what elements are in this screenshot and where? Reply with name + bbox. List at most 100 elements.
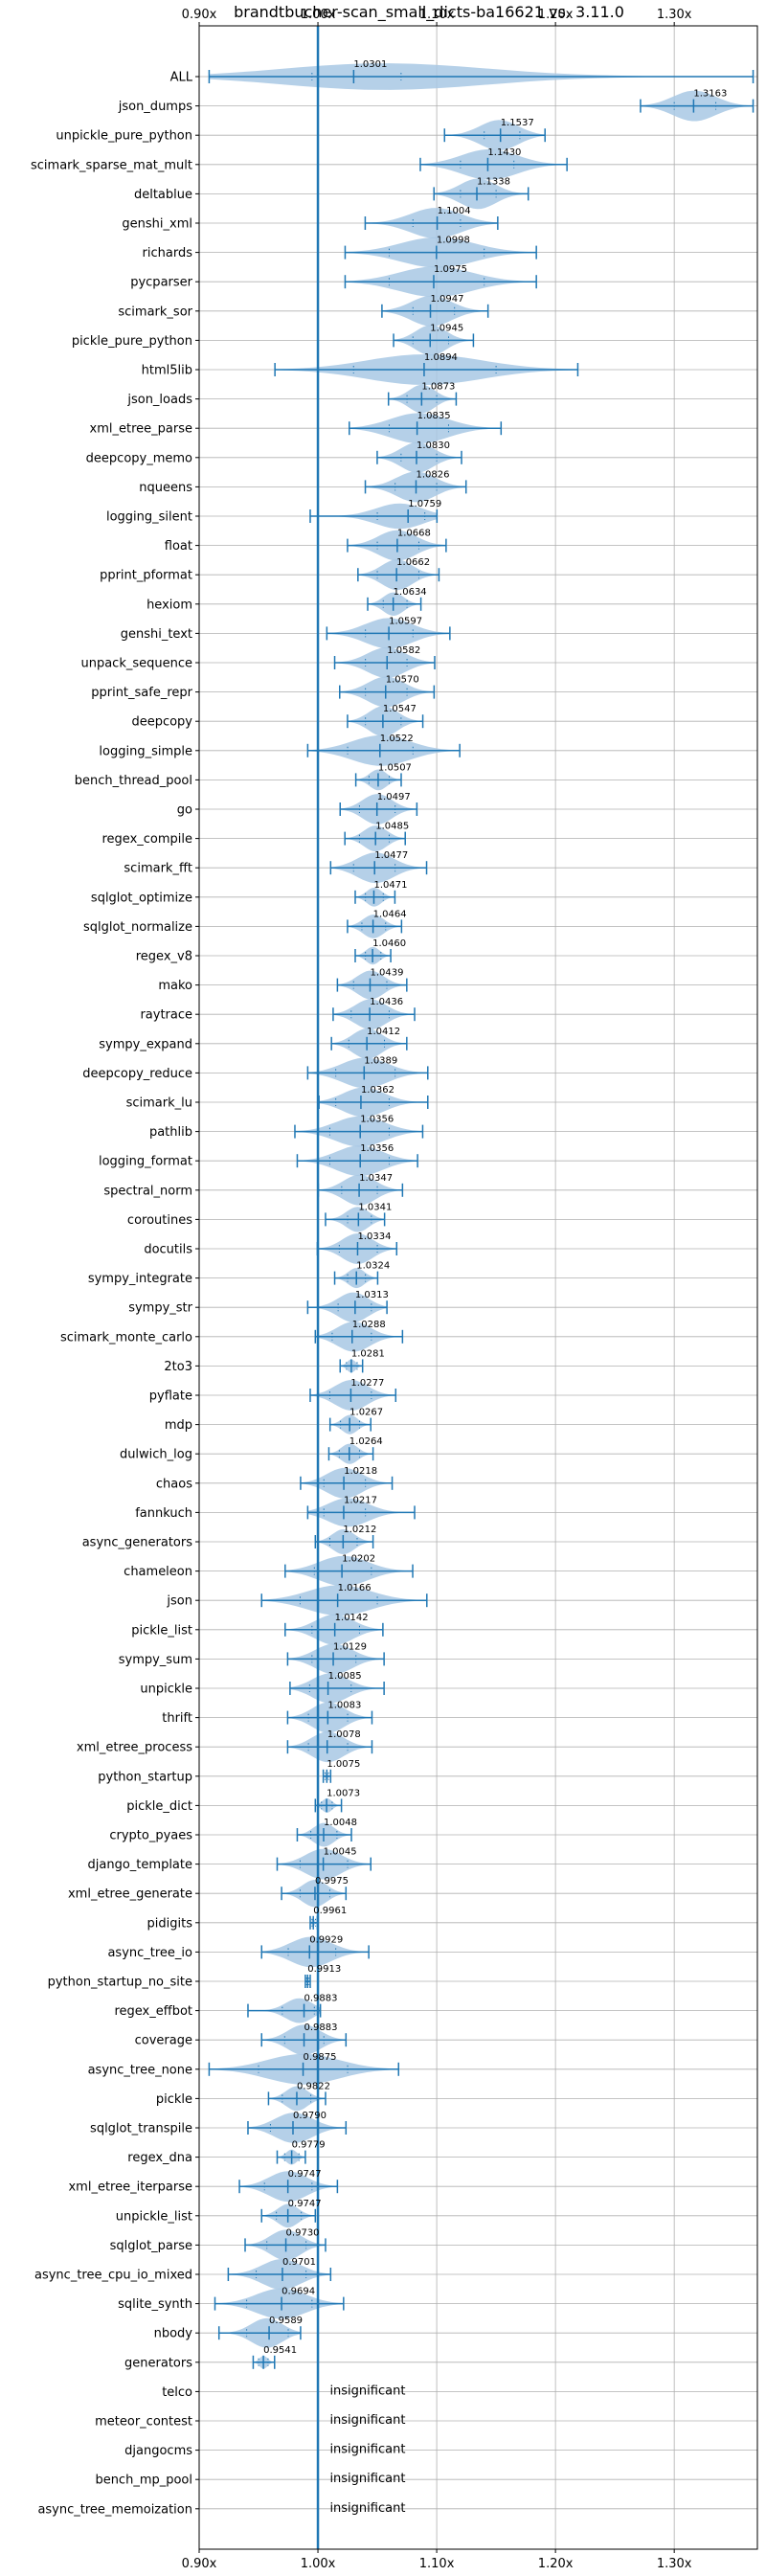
value-label: 1.0129 [333, 1641, 367, 1652]
category-label: deltablue [134, 188, 192, 202]
category-label: pickle_dict [126, 1799, 192, 1814]
category-label: unpickle_list [116, 2209, 192, 2224]
value-label: 1.0085 [328, 1671, 362, 1682]
category-label: fannkuch [135, 1506, 192, 1521]
category-label: logging_simple [99, 744, 192, 758]
violins [209, 63, 754, 2369]
value-label: 1.0389 [364, 1055, 397, 1066]
category-label: deepcopy_reduce [82, 1067, 192, 1081]
category-label: bench_mp_pool [95, 2474, 192, 2488]
category-label: unpickle_pure_python [56, 129, 192, 144]
value-label: 1.0485 [375, 822, 409, 832]
value-label: 0.9589 [269, 2316, 303, 2326]
category-label: pickle_pure_python [72, 334, 192, 349]
category-label: chaos [156, 1477, 192, 1491]
category-label: dulwich_log [120, 1448, 192, 1462]
insignificant-label: insignificant [329, 2384, 405, 2398]
category-label: thrift [162, 1711, 192, 1726]
category-label: scimark_fft [124, 862, 192, 876]
value-label: 1.0281 [351, 1348, 385, 1359]
value-label: 1.1537 [501, 118, 534, 128]
value-label: 1.0073 [327, 1788, 360, 1798]
category-label: raytrace [140, 1008, 192, 1023]
category-label: chameleon [124, 1565, 192, 1579]
category-label: xml_etree_generate [68, 1887, 192, 1902]
category-label: regex_v8 [136, 950, 192, 964]
category-label: deepcopy [131, 715, 192, 730]
category-label: coroutines [127, 1213, 192, 1228]
value-label: 1.0341 [358, 1202, 392, 1212]
category-label: go [177, 803, 192, 818]
value-label: 1.1430 [487, 147, 521, 158]
category-label: hexiom [146, 598, 192, 612]
category-label: django_template [88, 1858, 192, 1872]
value-label: 0.9929 [309, 1934, 343, 1945]
category-label: async_tree_cpu_io_mixed [34, 2269, 192, 2283]
value-label: 1.0471 [373, 880, 407, 891]
category-label: nqueens [139, 481, 192, 495]
category-label: json_dumps [118, 100, 192, 114]
x-tick-label-bottom: 1.20x [538, 2557, 574, 2571]
value-label: 0.9747 [288, 2199, 322, 2209]
value-label: 0.9541 [263, 2345, 297, 2356]
value-label: 1.0277 [350, 1378, 384, 1389]
category-label: crypto_pyaes [109, 1829, 192, 1843]
category-label: logging_silent [106, 510, 192, 525]
value-label: 1.0267 [349, 1408, 383, 1418]
value-label: 0.9790 [293, 2111, 327, 2121]
value-label: 1.0436 [370, 997, 403, 1007]
category-label: nbody [154, 2327, 193, 2341]
category-label: xml_etree_parse [90, 422, 192, 437]
category-label: ALL [170, 71, 193, 85]
value-label: 1.0945 [430, 323, 463, 333]
category-label: json [166, 1594, 192, 1609]
category-label: unpickle [140, 1683, 192, 1697]
value-label: 1.0212 [343, 1525, 376, 1535]
value-label: 0.9822 [297, 2081, 330, 2091]
category-label: sqlglot_transpile [90, 2122, 192, 2136]
value-label: 0.9883 [304, 2022, 338, 2033]
x-tick-label-bottom: 1.00x [301, 2557, 336, 2571]
value-label: 1.0045 [324, 1847, 357, 1858]
category-label: bench_thread_pool [75, 774, 192, 788]
value-label: 1.0597 [389, 616, 422, 626]
category-label: unpack_sequence [80, 657, 192, 671]
x-tick-label-top: 1.10x [419, 8, 455, 22]
category-label: scimark_monte_carlo [60, 1330, 192, 1344]
value-label: 1.0830 [417, 441, 450, 451]
value-label: 1.0313 [355, 1290, 389, 1300]
value-label: 1.0202 [342, 1554, 375, 1565]
category-label: spectral_norm [103, 1184, 192, 1198]
category-label: sqlglot_normalize [83, 920, 192, 935]
value-label: 1.0166 [338, 1583, 372, 1593]
category-label: pidigits [147, 1916, 193, 1931]
category-label: python_startup_no_site [48, 1976, 192, 1990]
category-label: genshi_xml [122, 217, 192, 232]
value-label: 1.0668 [397, 529, 431, 539]
value-label: 1.0497 [377, 792, 411, 802]
value-label: 0.9883 [304, 1994, 338, 2004]
value-label: 1.0048 [324, 1818, 357, 1828]
value-label: 1.0288 [352, 1320, 386, 1330]
category-label: sympy_str [128, 1301, 192, 1316]
value-label: 1.0662 [396, 557, 430, 568]
axes: 0.90x 0.90x 1.00x 1.00x 1.10x 1.10x 1.20x 1.20x… [31, 8, 692, 2571]
value-label: 0.9701 [282, 2257, 316, 2268]
value-label: 1.0334 [357, 1232, 391, 1242]
value-label: 1.0547 [383, 704, 417, 714]
x-tick-label-top: 0.90x [182, 8, 217, 22]
category-label: pathlib [149, 1125, 192, 1140]
category-label: pyflate [149, 1390, 192, 1404]
value-label: 1.0356 [360, 1143, 394, 1154]
x-tick-label-top: 1.30x [657, 8, 692, 22]
value-label: 1.0507 [378, 762, 412, 773]
category-label: regex_dna [127, 2151, 192, 2165]
category-label: sqlglot_optimize [91, 891, 192, 905]
category-label: mako [158, 979, 192, 993]
value-label: 1.0634 [394, 587, 427, 598]
value-label: 1.0835 [417, 411, 451, 421]
x-tick-label-bottom: 1.10x [419, 2557, 455, 2571]
category-label: docutils [144, 1243, 192, 1257]
category-label: pickle_list [131, 1623, 192, 1638]
